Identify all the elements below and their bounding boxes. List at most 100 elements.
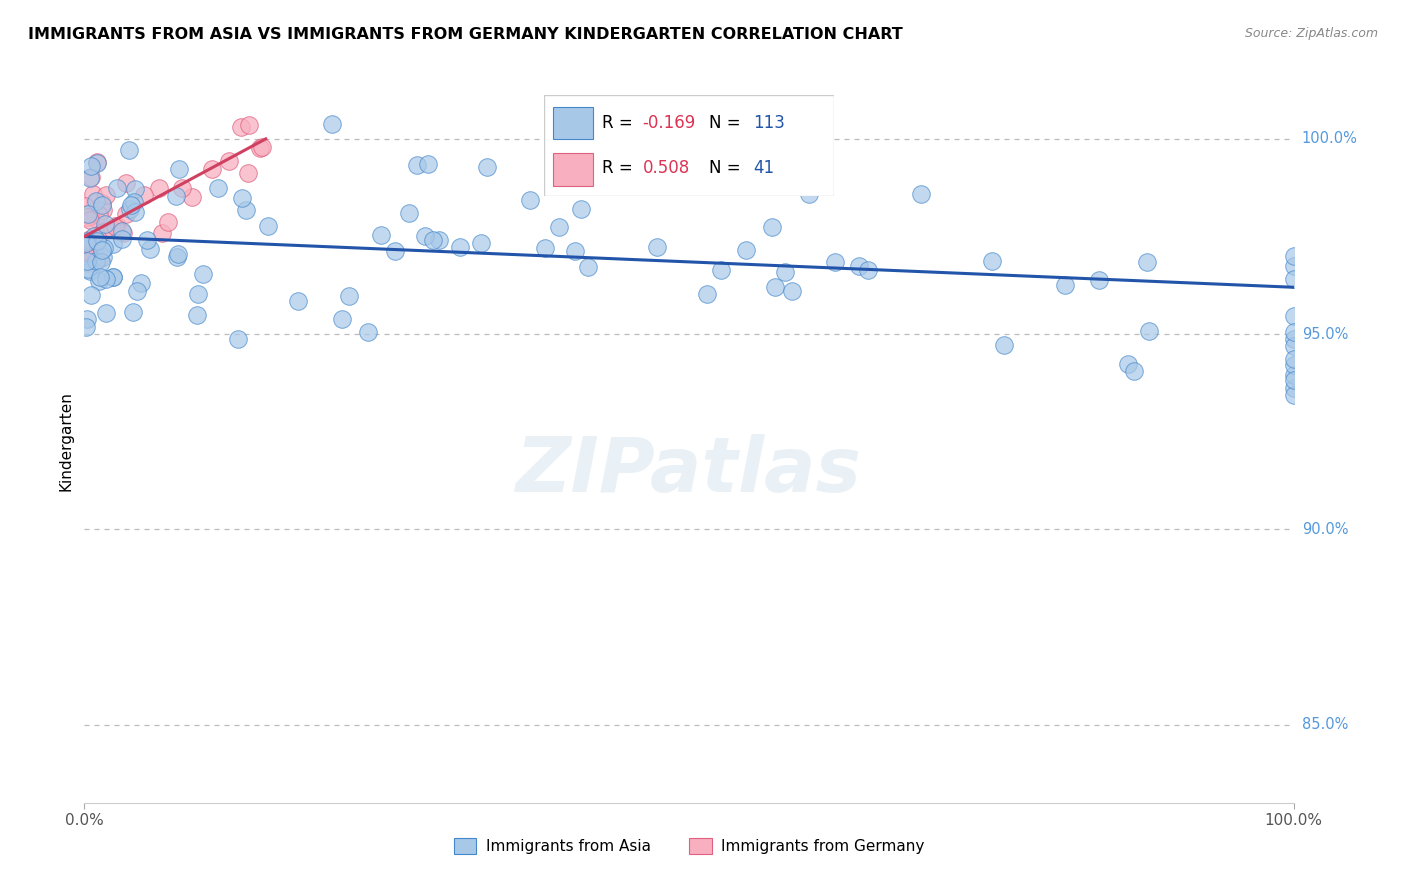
- Point: [1282, 325, 1305, 339]
- Point: [201, 161, 224, 176]
- Point: [1136, 255, 1159, 269]
- Point: [75, 249, 97, 263]
- Point: [773, 264, 796, 278]
- Point: [1282, 368, 1305, 382]
- Point: [321, 117, 343, 131]
- Point: [80, 288, 103, 302]
- Point: [218, 154, 240, 169]
- Point: [75, 235, 97, 250]
- Point: [101, 237, 124, 252]
- Point: [370, 227, 392, 242]
- Point: [993, 338, 1015, 352]
- Text: 95.0%: 95.0%: [1302, 326, 1348, 342]
- Point: [1282, 381, 1305, 395]
- Point: [1123, 364, 1146, 378]
- Point: [980, 254, 1002, 268]
- Point: [122, 305, 145, 319]
- Point: [187, 287, 209, 301]
- Point: [84, 194, 107, 209]
- Point: [238, 165, 260, 179]
- Point: [73, 198, 96, 212]
- Point: [156, 215, 179, 229]
- Point: [101, 222, 124, 236]
- Point: [519, 193, 541, 207]
- Point: [114, 207, 136, 221]
- Point: [449, 240, 471, 254]
- Point: [111, 232, 134, 246]
- Point: [1088, 273, 1111, 287]
- Point: [231, 120, 253, 135]
- Point: [1282, 309, 1305, 323]
- Point: [475, 161, 498, 175]
- Point: [83, 244, 105, 259]
- Point: [169, 162, 191, 177]
- Point: [96, 306, 118, 320]
- Point: [1053, 278, 1076, 293]
- Point: [1282, 260, 1305, 274]
- Point: [645, 240, 668, 254]
- Point: [90, 195, 112, 210]
- Point: [105, 181, 128, 195]
- Point: [624, 163, 647, 178]
- Point: [752, 160, 775, 174]
- Point: [824, 254, 846, 268]
- Point: [165, 188, 187, 202]
- Point: [76, 210, 98, 224]
- Point: [91, 226, 114, 240]
- Point: [166, 247, 188, 261]
- Point: [76, 262, 98, 277]
- Point: [115, 176, 138, 190]
- Point: [101, 269, 124, 284]
- Point: [86, 234, 108, 248]
- Point: [90, 254, 112, 268]
- Point: [1282, 387, 1305, 401]
- Point: [76, 234, 98, 248]
- Point: [231, 191, 253, 205]
- Point: [79, 213, 101, 227]
- Point: [111, 226, 134, 240]
- Point: [250, 140, 273, 154]
- Point: [1282, 358, 1305, 372]
- Point: [94, 217, 117, 231]
- Point: [79, 171, 101, 186]
- Point: [89, 252, 111, 266]
- Point: [384, 244, 406, 258]
- Point: [80, 159, 103, 173]
- Point: [75, 320, 97, 334]
- Point: [136, 233, 159, 247]
- Point: [120, 198, 142, 212]
- Point: [83, 196, 105, 211]
- Point: [848, 259, 870, 273]
- Point: [696, 287, 718, 301]
- Point: [104, 219, 127, 233]
- Point: [799, 187, 821, 202]
- Point: [780, 284, 803, 298]
- Point: [80, 169, 103, 184]
- Point: [1282, 373, 1305, 387]
- Point: [534, 241, 557, 255]
- Point: [207, 181, 229, 195]
- Point: [235, 203, 257, 218]
- Point: [91, 198, 114, 212]
- Point: [858, 263, 880, 277]
- Point: [564, 244, 586, 258]
- Point: [91, 243, 114, 257]
- Point: [170, 181, 193, 195]
- Point: [122, 195, 145, 210]
- Point: [86, 155, 108, 169]
- Point: [91, 250, 114, 264]
- Text: 100.0%: 100.0%: [1302, 131, 1358, 146]
- Point: [152, 226, 174, 240]
- Legend: Immigrants from Asia, Immigrants from Germany: Immigrants from Asia, Immigrants from Ge…: [447, 832, 931, 860]
- Point: [416, 157, 439, 171]
- Point: [238, 119, 260, 133]
- Point: [76, 254, 98, 268]
- Point: [76, 311, 98, 326]
- Point: [1282, 271, 1305, 285]
- Point: [76, 244, 98, 259]
- Point: [89, 208, 111, 222]
- Point: [105, 219, 128, 233]
- Point: [118, 143, 141, 157]
- Point: [77, 256, 100, 270]
- Point: [257, 219, 280, 234]
